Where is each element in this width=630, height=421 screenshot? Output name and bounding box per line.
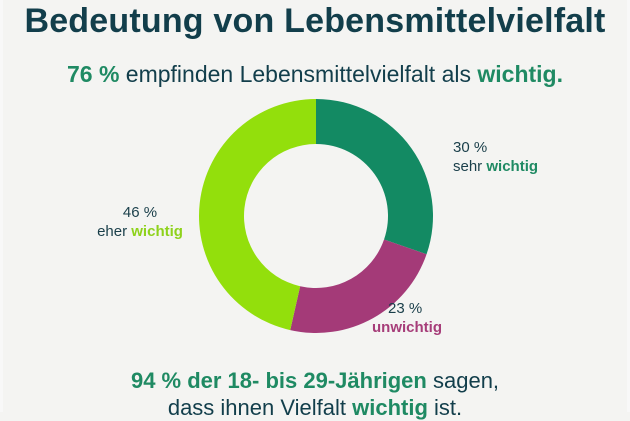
footer-post-2: ist.: [434, 395, 463, 420]
slice-unwichtig: [290, 239, 427, 333]
subtitle-highlight: wichtig.: [477, 61, 564, 87]
slice-eher-wichtig: [199, 99, 316, 331]
label-sehr-wichtig-text: sehr wichtig: [453, 157, 538, 176]
footer-pre-2: dass ihnen Vielfalt: [167, 395, 346, 420]
subtitle-text: empfinden Lebensmittelvielfalt als: [125, 61, 471, 87]
label-unwichtig-word: unwichtig: [372, 319, 442, 336]
label-sehr-wichtig: 30 % sehr wichtig: [453, 138, 538, 176]
label-eher-wichtig-word: wichtig: [131, 223, 183, 240]
label-sehr-wichtig-pre: sehr: [453, 158, 483, 175]
label-unwichtig: 23 % unwichtig: [372, 299, 442, 337]
footer-highlight-1: 94 % der 18- bis 29-Jährigen: [130, 368, 427, 393]
footer-line-2: dass ihnen Vielfalt wichtig ist.: [0, 394, 630, 421]
label-unwichtig-pct: 23 %: [388, 300, 423, 317]
label-eher-wichtig-pct: 46 %: [122, 204, 158, 221]
label-eher-wichtig: 46 % eher wichtig: [80, 203, 200, 241]
footer: 94 % der 18- bis 29-Jährigen sagen, dass…: [0, 367, 630, 421]
label-sehr-wichtig-word: wichtig: [486, 158, 539, 175]
label-sehr-wichtig-pct: 30 %: [453, 139, 488, 156]
label-eher-wichtig-text: eher wichtig: [80, 222, 200, 241]
page-frame: [0, 0, 630, 412]
footer-highlight-2: wichtig: [352, 395, 428, 420]
donut-chart: [199, 99, 433, 333]
footer-rest-1: sagen,: [432, 368, 500, 393]
label-eher-wichtig-pre: eher: [97, 223, 128, 240]
footer-line-1: 94 % der 18- bis 29-Jährigen sagen,: [0, 367, 630, 394]
subtitle: 76 % empfinden Lebensmittelvielfalt als …: [0, 61, 630, 88]
page-title: Bedeutung von Lebensmittelvielfalt: [24, 2, 606, 40]
subtitle-percent: 76 %: [66, 61, 120, 87]
slice-sehr-wichtig: [316, 99, 433, 255]
